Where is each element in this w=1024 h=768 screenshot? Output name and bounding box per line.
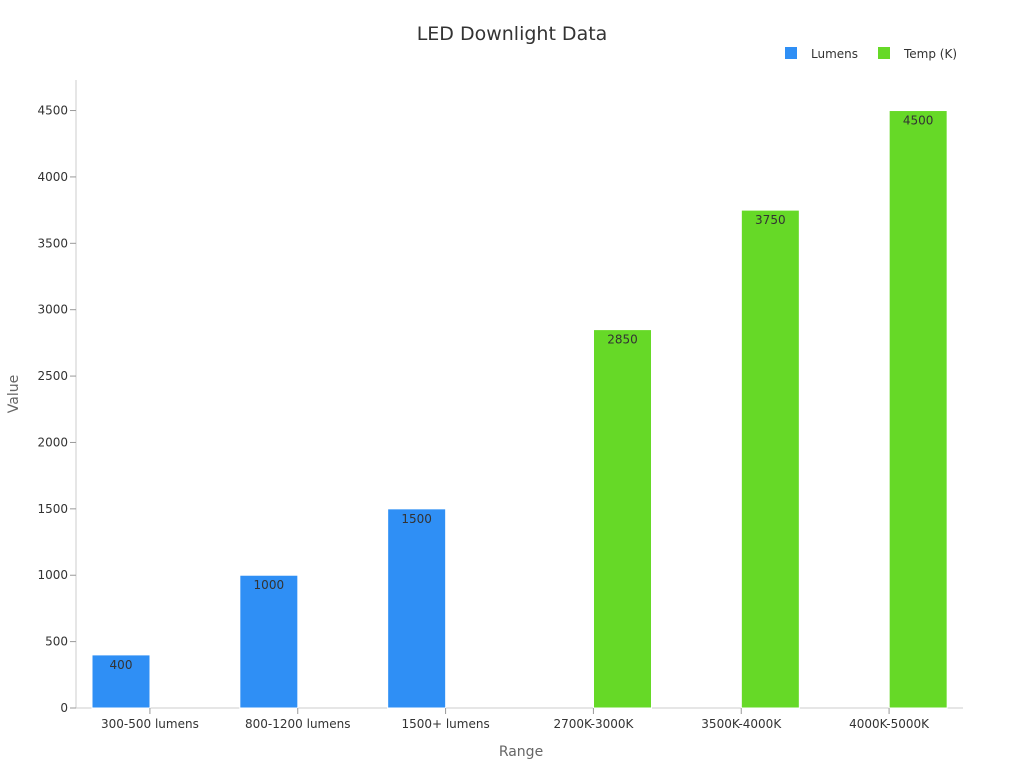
legend: Lumens Temp (K) <box>785 47 957 61</box>
y-tick-label: 3000 <box>37 303 68 317</box>
data-label: 3750 <box>755 213 786 227</box>
x-tick-label: 800-1200 lumens <box>245 717 350 731</box>
y-tick-label: 0 <box>60 701 68 715</box>
y-tick-label: 1000 <box>37 568 68 582</box>
data-label: 2850 <box>607 333 638 347</box>
data-label: 400 <box>110 658 133 672</box>
x-tick-label: 4000K-5000K <box>849 717 930 731</box>
data-label: 1500 <box>401 512 432 526</box>
y-tick-label: 500 <box>45 635 68 649</box>
bar <box>593 329 652 709</box>
bar <box>387 508 447 709</box>
x-axis-title: Range <box>499 744 543 760</box>
bar <box>740 209 800 709</box>
x-tick-label: 2700K-3000K <box>553 717 634 731</box>
legend-label-temp: Temp (K) <box>903 47 957 61</box>
y-tick-label: 4000 <box>37 170 68 184</box>
legend-label-lumens: Lumens <box>811 47 858 61</box>
y-tick-label: 1500 <box>37 502 68 516</box>
y-tick-label: 2000 <box>37 435 68 449</box>
x-tick-label: 1500+ lumens <box>401 717 489 731</box>
data-label: 4500 <box>903 114 934 128</box>
y-axis-title: Value <box>6 375 22 413</box>
bars: 400 1000 1500 2850 3750 4500 <box>91 110 948 709</box>
chart-title: LED Downlight Data <box>417 23 608 45</box>
y-tick-label: 3500 <box>37 236 68 250</box>
y-tick-label: 4500 <box>37 104 68 118</box>
legend-swatch-temp <box>878 47 890 59</box>
legend-swatch-lumens <box>785 47 797 59</box>
y-axis-ticks: 0 500 1000 1500 2000 2500 3000 3500 4000 4500 <box>37 104 76 715</box>
bar <box>91 654 151 709</box>
bar <box>888 110 948 709</box>
bar <box>239 574 299 709</box>
x-tick-label: 3500K-4000K <box>701 717 782 731</box>
y-tick-label: 2500 <box>37 369 68 383</box>
x-tick-label: 300-500 lumens <box>101 717 199 731</box>
x-axis-ticks: 300-500 lumens 800-1200 lumens 1500+ lumen… <box>101 708 930 731</box>
data-label: 1000 <box>254 578 285 592</box>
